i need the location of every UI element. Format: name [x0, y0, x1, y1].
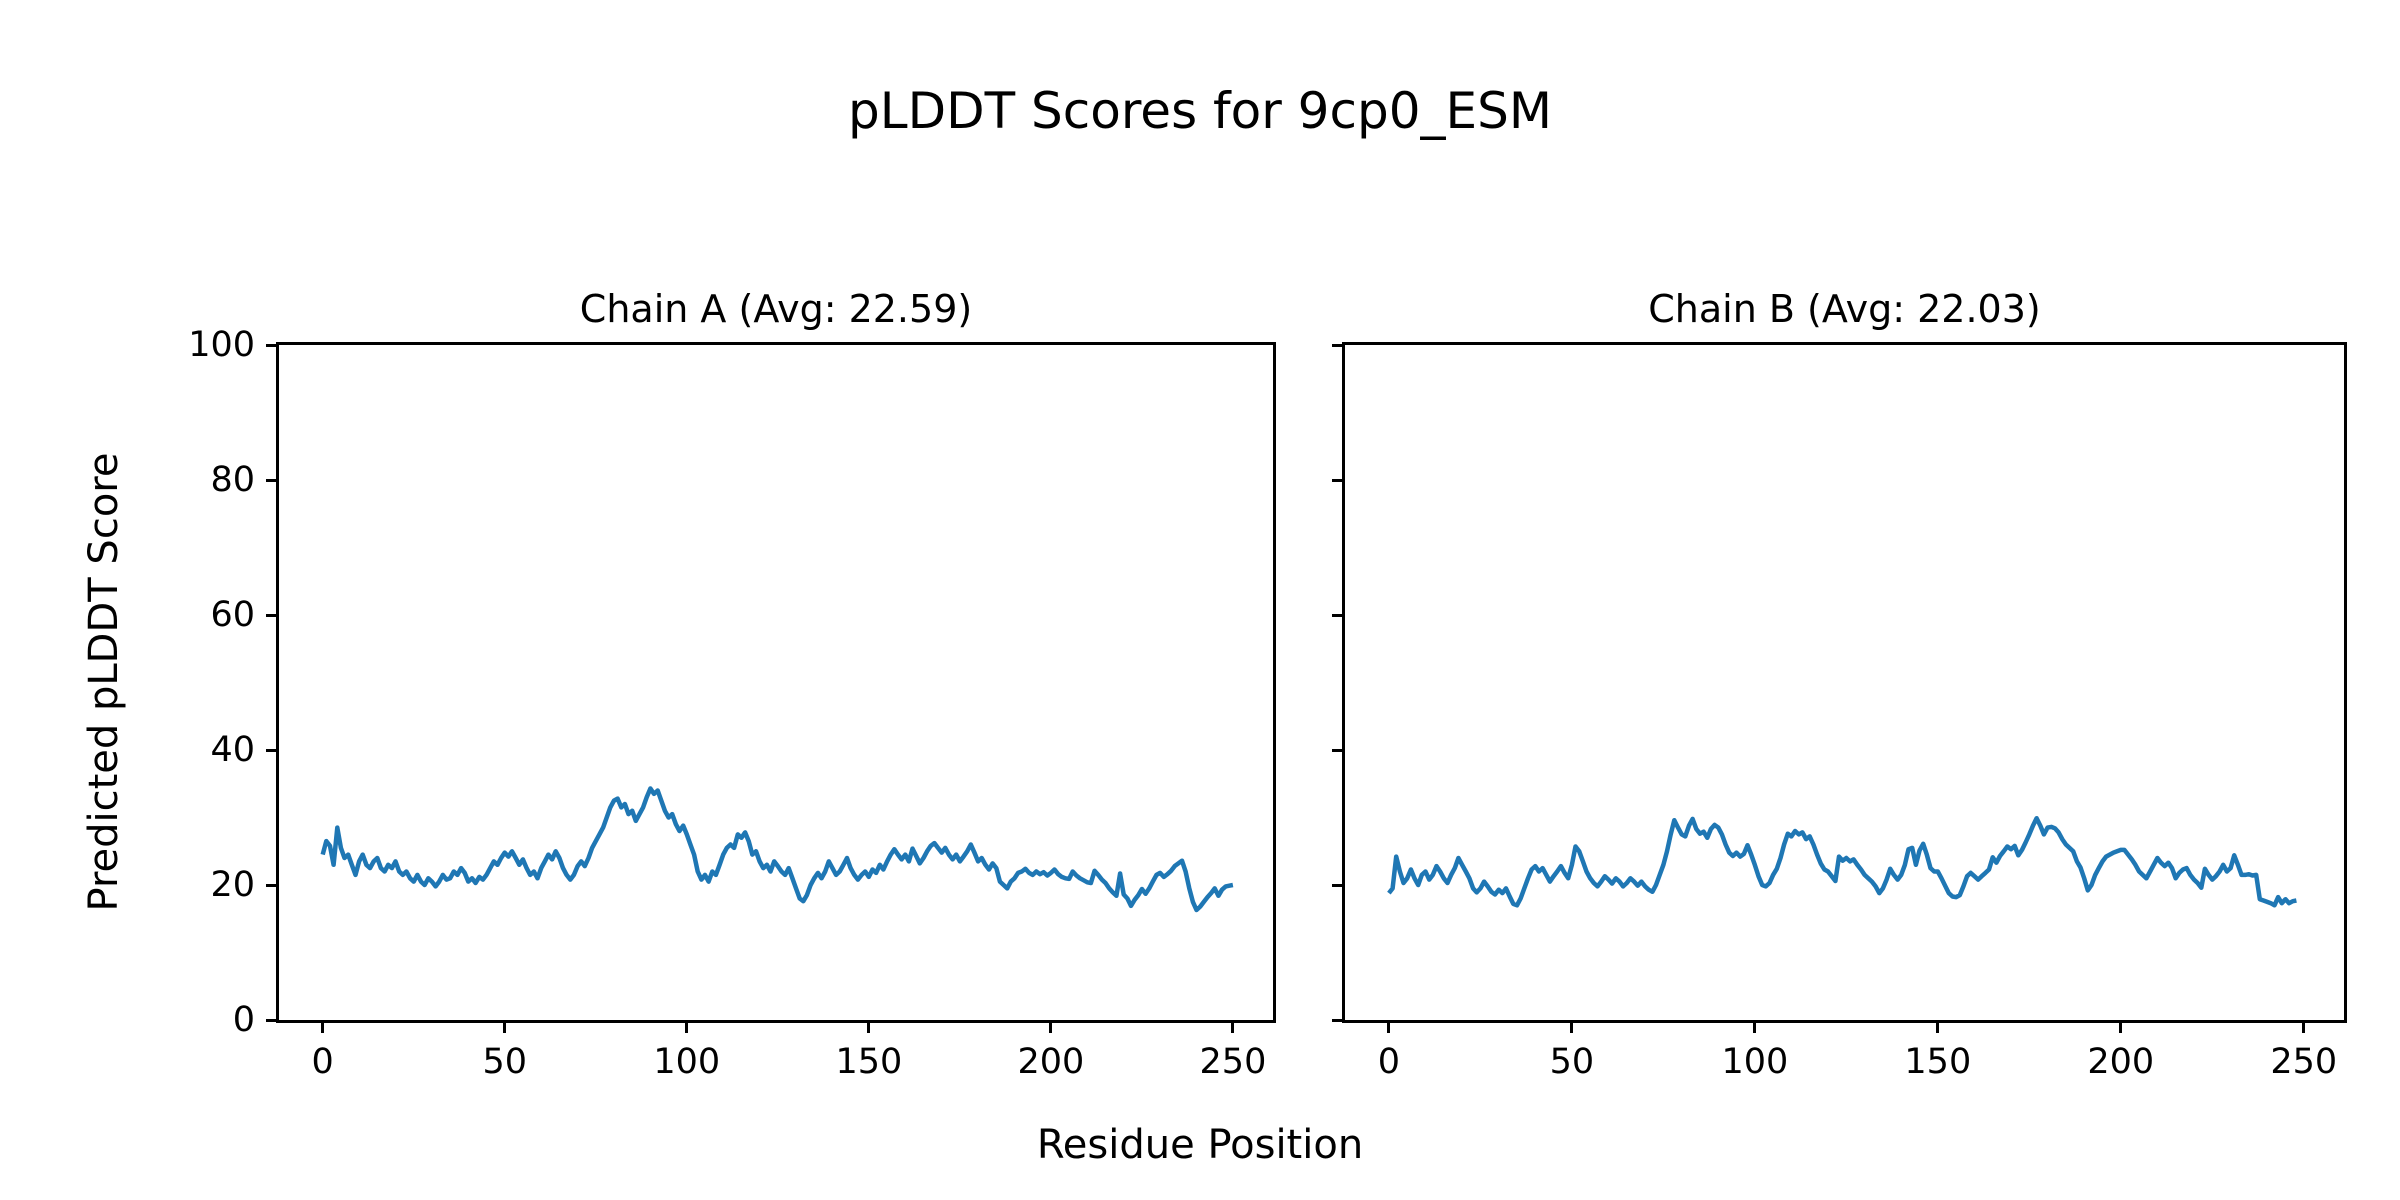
x-tick-mark — [2302, 1020, 2306, 1033]
x-tick-mark — [1049, 1020, 1053, 1033]
y-tick-mark — [266, 343, 279, 347]
y-tick-label: 80 — [210, 460, 255, 500]
y-tick-mark — [266, 613, 279, 617]
y-tick-mark — [1332, 883, 1345, 887]
y-tick-label: 100 — [188, 325, 255, 365]
y-tick-label: 0 — [232, 1000, 255, 1040]
x-tick-label: 100 — [653, 1042, 721, 1082]
subplot-title-chain-b: Chain B (Avg: 22.03) — [1648, 287, 2041, 331]
plddt-series-chain-a — [320, 786, 1234, 913]
subplot-title-chain-a: Chain A (Avg: 22.59) — [579, 287, 973, 331]
x-tick-label: 100 — [1721, 1042, 1789, 1082]
x-tick-mark — [2119, 1020, 2123, 1033]
x-tick-label: 200 — [1017, 1042, 1085, 1082]
x-tick-mark — [867, 1020, 871, 1033]
y-axis-label: Predicted pLDDT Score — [81, 452, 127, 912]
figure-title: pLDDT Scores for 9cp0_ESM — [848, 82, 1552, 140]
x-tick-label: 250 — [1199, 1042, 1267, 1082]
y-tick-label: 20 — [210, 865, 255, 905]
x-tick-label: 200 — [2087, 1042, 2155, 1082]
x-tick-label: 250 — [2270, 1042, 2338, 1082]
y-tick-mark — [1332, 1018, 1345, 1022]
x-tick-label: 0 — [311, 1042, 334, 1082]
subplot-chain-a: Chain A (Avg: 22.59) 0 50 100 150 200 250 0 20 4… — [188, 287, 1276, 1082]
y-tick-mark — [266, 748, 279, 752]
x-tick-mark — [321, 1020, 325, 1033]
y-tick-mark — [1332, 478, 1345, 482]
x-tick-mark — [1753, 1020, 1757, 1033]
y-tick-mark — [1332, 613, 1345, 617]
y-tick-mark — [1332, 343, 1345, 347]
x-tick-mark — [1570, 1020, 1574, 1033]
x-tick-mark — [685, 1020, 689, 1033]
x-tick-mark — [1231, 1020, 1235, 1033]
x-tick-label: 50 — [1549, 1042, 1595, 1082]
x-tick-mark — [503, 1020, 507, 1033]
x-tick-label: 150 — [1904, 1042, 1972, 1082]
y-tick-mark — [1332, 748, 1345, 752]
plddt-line-chart-chain-b — [1387, 815, 2297, 908]
plddt-line-chart-chain-a — [320, 786, 1234, 913]
x-tick-label: 50 — [482, 1042, 528, 1082]
x-axis-label: Residue Position — [1036, 1122, 1364, 1168]
y-tick-mark — [266, 1018, 279, 1022]
y-tick-label: 40 — [210, 730, 255, 770]
x-tick-mark — [1936, 1020, 1940, 1033]
y-tick-mark — [266, 883, 279, 887]
y-tick-label: 60 — [210, 595, 255, 635]
plddt-series-chain-b — [1387, 815, 2297, 908]
x-tick-label: 150 — [835, 1042, 903, 1082]
y-tick-mark — [266, 478, 279, 482]
x-tick-label: 0 — [1377, 1042, 1401, 1082]
subplot-chain-b: Chain B (Avg: 22.03) 0 50 100 150 200 250 — [1332, 287, 2347, 1082]
x-tick-mark — [1387, 1020, 1391, 1033]
